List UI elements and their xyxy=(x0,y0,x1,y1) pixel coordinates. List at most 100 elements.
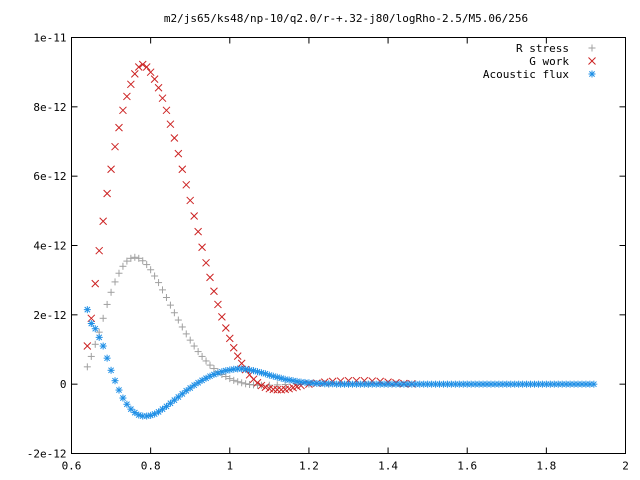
data-point xyxy=(162,294,170,301)
marker-stroke xyxy=(257,381,266,390)
x-tick-label: 1.4 xyxy=(378,460,398,473)
data-point xyxy=(242,380,250,388)
marker-stroke xyxy=(142,63,151,71)
y-tick-label: -2e-12 xyxy=(27,448,67,461)
data-point xyxy=(127,254,135,262)
marker-stroke xyxy=(107,165,115,174)
marker-stroke xyxy=(590,381,597,388)
marker-stroke xyxy=(138,60,147,69)
marker-stroke xyxy=(182,180,191,189)
data-point xyxy=(83,306,91,314)
marker-stroke xyxy=(229,343,238,352)
marker-stroke xyxy=(249,375,258,384)
data-point xyxy=(170,309,178,317)
marker-stroke xyxy=(84,306,91,313)
marker-stroke xyxy=(588,57,596,65)
data-point xyxy=(123,400,131,408)
data-point xyxy=(162,106,171,115)
data-point xyxy=(143,412,151,420)
marker-stroke xyxy=(194,227,202,236)
data-point xyxy=(103,189,111,198)
legend-marker xyxy=(588,70,596,78)
marker-stroke xyxy=(134,63,143,71)
series-g-work xyxy=(83,60,416,394)
marker-stroke xyxy=(119,395,126,402)
marker-stroke xyxy=(269,385,278,394)
y-tick-label: 4e-12 xyxy=(33,240,66,253)
marker-stroke xyxy=(108,367,115,374)
legend-marker xyxy=(588,57,596,65)
data-point xyxy=(123,92,131,101)
marker-stroke xyxy=(104,355,111,362)
marker-stroke xyxy=(206,273,214,282)
series-acoustic-flux xyxy=(83,306,598,420)
x-tick-label: 2 xyxy=(622,460,629,473)
x-tick-label: 0.6 xyxy=(62,460,82,473)
x-tick-label: 1.2 xyxy=(299,460,319,473)
marker-stroke xyxy=(155,408,162,415)
marker-stroke xyxy=(130,70,139,78)
marker-stroke xyxy=(99,217,108,226)
marker-stroke xyxy=(233,352,242,360)
data-point xyxy=(146,68,155,77)
data-point xyxy=(131,409,139,417)
data-point xyxy=(234,378,242,386)
data-point xyxy=(131,253,139,261)
marker-stroke xyxy=(171,397,178,404)
marker-stroke xyxy=(150,75,159,83)
data-point xyxy=(127,80,135,89)
data-point xyxy=(238,365,246,373)
marker-stroke xyxy=(210,287,218,296)
data-point xyxy=(155,408,163,416)
data-point xyxy=(190,212,199,220)
data-point xyxy=(226,375,234,383)
marker-stroke xyxy=(127,406,134,413)
marker-stroke xyxy=(222,367,229,374)
marker-stroke xyxy=(166,120,175,129)
data-point xyxy=(91,325,99,333)
legend-marker xyxy=(588,44,596,52)
data-point xyxy=(119,262,127,270)
marker-stroke xyxy=(163,403,170,410)
data-point xyxy=(115,269,123,277)
data-point xyxy=(91,340,99,348)
data-point xyxy=(218,313,226,321)
legend-label: R stress xyxy=(516,42,569,55)
data-point xyxy=(178,165,187,174)
legend-label: G work xyxy=(529,55,569,68)
data-point xyxy=(210,365,218,373)
y-tick-label: 0 xyxy=(60,378,67,391)
legend-label: Acoustic flux xyxy=(483,68,569,81)
data-point xyxy=(138,60,147,69)
data-point xyxy=(186,336,194,344)
marker-stroke xyxy=(218,368,225,375)
data-point xyxy=(178,323,186,331)
marker-stroke xyxy=(221,324,230,332)
marker-stroke xyxy=(143,413,150,420)
data-point xyxy=(178,390,186,398)
data-point xyxy=(225,334,234,343)
data-point xyxy=(134,63,143,71)
data-point xyxy=(111,377,119,385)
marker-stroke xyxy=(183,387,190,394)
data-point xyxy=(95,333,103,341)
marker-stroke xyxy=(589,71,595,77)
data-point xyxy=(154,83,163,92)
marker-stroke xyxy=(230,366,237,373)
data-point xyxy=(222,373,230,381)
marker-stroke xyxy=(127,80,135,89)
data-point xyxy=(99,342,107,350)
data-point xyxy=(198,352,206,360)
data-point xyxy=(182,180,191,189)
data-point xyxy=(158,94,167,103)
data-point xyxy=(590,380,598,388)
data-point xyxy=(107,288,115,296)
marker-stroke xyxy=(202,258,210,267)
marker-stroke xyxy=(187,385,194,391)
data-point xyxy=(273,385,282,394)
marker-stroke xyxy=(186,196,195,205)
marker-stroke xyxy=(96,334,103,341)
chart-title: m2/js65/ks48/np-10/q2.0/r-+.32-j80/logRh… xyxy=(164,12,528,25)
data-point xyxy=(170,396,178,404)
